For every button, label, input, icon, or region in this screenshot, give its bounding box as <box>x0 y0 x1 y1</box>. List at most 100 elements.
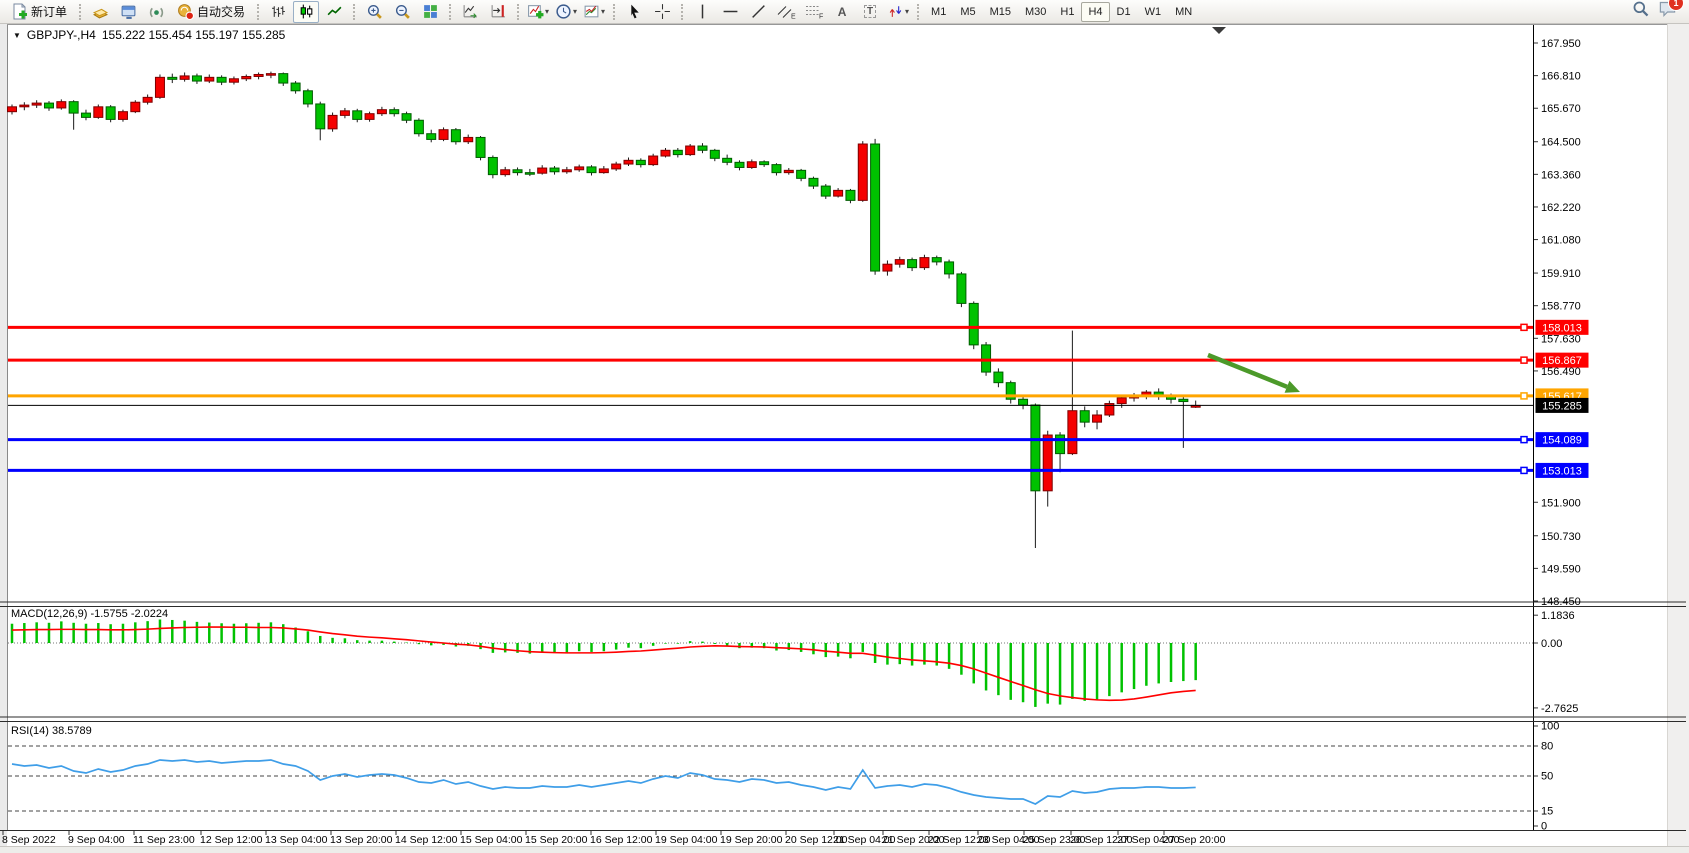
chart-shift-marker[interactable] <box>1212 27 1226 34</box>
crosshair-button[interactable] <box>649 1 675 23</box>
candlestick-series[interactable] <box>7 71 1201 549</box>
candle-body[interactable] <box>389 109 400 115</box>
candle-body[interactable] <box>586 166 597 174</box>
channel-tool-button[interactable]: E <box>773 1 799 23</box>
candle-body[interactable] <box>376 109 387 115</box>
candle-body[interactable] <box>561 169 572 173</box>
hline-anchor[interactable] <box>1520 323 1528 332</box>
timeframe-w1-button[interactable]: W1 <box>1144 5 1162 18</box>
candle-body[interactable] <box>216 76 227 83</box>
candle-body[interactable] <box>93 106 104 118</box>
chart-title[interactable]: ▼ GBPJPY-,H4 155.222 155.454 155.197 155… <box>13 28 285 42</box>
text-tool-button[interactable]: A <box>829 1 855 23</box>
candle-body[interactable] <box>759 161 770 166</box>
candle-body[interactable] <box>1079 410 1090 423</box>
candle-body[interactable] <box>635 159 646 166</box>
candle-body[interactable] <box>253 73 264 77</box>
candle-body[interactable] <box>117 111 128 120</box>
zoom-out-button[interactable] <box>389 1 415 23</box>
candle-body[interactable] <box>981 344 992 373</box>
trendline-tool-button[interactable] <box>745 1 771 23</box>
candle-body[interactable] <box>179 75 190 80</box>
candle-body[interactable] <box>1178 398 1189 403</box>
candle-body[interactable] <box>475 136 486 158</box>
candle-body[interactable] <box>833 189 844 197</box>
candle-body[interactable] <box>191 75 202 82</box>
candle-body[interactable] <box>1042 434 1053 492</box>
candle-body[interactable] <box>1116 397 1127 405</box>
candle-body[interactable] <box>302 90 313 105</box>
candle-body[interactable] <box>450 129 461 143</box>
candle-body[interactable] <box>537 167 548 174</box>
timeframe-m1-button[interactable]: M1 <box>931 5 947 18</box>
candle-body[interactable] <box>1005 382 1016 400</box>
candle-body[interactable] <box>1067 410 1078 455</box>
candle-body[interactable] <box>611 163 622 170</box>
candle-body[interactable] <box>19 104 30 108</box>
candle-body[interactable] <box>1055 434 1066 455</box>
candle-body[interactable] <box>352 110 363 120</box>
candle-body[interactable] <box>968 302 979 346</box>
candle-body[interactable] <box>660 149 671 157</box>
candle-body[interactable] <box>524 172 535 175</box>
candle-body[interactable] <box>426 133 437 140</box>
candle-body[interactable] <box>339 110 350 116</box>
data-window-button[interactable] <box>115 1 141 23</box>
candle-body[interactable] <box>167 76 178 80</box>
chart-shift-button[interactable] <box>485 1 511 23</box>
candle-body[interactable] <box>154 76 165 98</box>
fibonacci-tool-button[interactable]: F <box>801 1 827 23</box>
tile-windows-button[interactable] <box>417 1 443 23</box>
candle-body[interactable] <box>43 102 54 109</box>
candle-body[interactable] <box>870 143 881 272</box>
navigator-button[interactable] <box>143 1 169 23</box>
time-axis[interactable]: 8 Sep 2022 9 Sep 04:00 11 Sep 23:00 12 Sep … <box>2 831 1226 846</box>
candle-body[interactable] <box>598 168 609 174</box>
candle-body[interactable] <box>783 169 794 174</box>
trend-arrow[interactable] <box>1207 352 1288 389</box>
candle-body[interactable] <box>993 371 1004 384</box>
label-tool-button[interactable]: T <box>857 1 883 23</box>
candle-body[interactable] <box>105 106 116 120</box>
candle-body[interactable] <box>907 259 918 269</box>
candle-body[interactable] <box>623 159 634 165</box>
zoom-in-button[interactable] <box>361 1 387 23</box>
candle-body[interactable] <box>1104 403 1115 416</box>
candle-body[interactable] <box>894 259 905 265</box>
rsi-panel[interactable]: 100 80 50 15 0 RSI(14) 38.5789 <box>8 721 1559 833</box>
candle-body[interactable] <box>944 261 955 275</box>
candle-body[interactable] <box>130 101 141 113</box>
candle-body[interactable] <box>68 101 79 114</box>
candle-body[interactable] <box>31 102 42 106</box>
indicators-button[interactable]: ▾ <box>525 1 551 23</box>
candle-body[interactable] <box>882 263 893 272</box>
hline-anchor[interactable] <box>1520 435 1528 444</box>
new-order-button[interactable]: 新订单 <box>5 1 73 23</box>
timeframe-h1-button[interactable]: H1 <box>1060 5 1075 18</box>
vertical-line-tool-button[interactable] <box>689 1 715 23</box>
candle-body[interactable] <box>796 169 807 179</box>
candle-body[interactable] <box>722 157 733 163</box>
candle-body[interactable] <box>956 273 967 304</box>
candle-body[interactable] <box>771 164 782 174</box>
candle-body[interactable] <box>746 161 757 168</box>
timeframe-m30-button[interactable]: M30 <box>1025 5 1047 18</box>
timeframe-m15-button[interactable]: M15 <box>989 5 1011 18</box>
candle-body[interactable] <box>265 73 276 76</box>
candle-body[interactable] <box>919 257 930 269</box>
candle-body[interactable] <box>327 114 338 130</box>
timeframe-m5-button[interactable]: M5 <box>960 5 976 18</box>
candle-body[interactable] <box>1030 404 1041 492</box>
candle-body[interactable] <box>845 189 856 201</box>
hline-anchor[interactable] <box>1520 356 1528 364</box>
search-button[interactable] <box>1632 0 1650 23</box>
candle-body[interactable] <box>1092 414 1103 423</box>
auto-scroll-button[interactable] <box>457 1 483 23</box>
candle-body[interactable] <box>574 166 585 171</box>
periods-button[interactable]: ▾ <box>553 1 579 23</box>
candle-body[interactable] <box>241 75 252 80</box>
candle-body[interactable] <box>500 169 511 176</box>
candle-body[interactable] <box>290 82 301 92</box>
candle-body[interactable] <box>931 257 942 263</box>
candle-body[interactable] <box>672 149 683 156</box>
